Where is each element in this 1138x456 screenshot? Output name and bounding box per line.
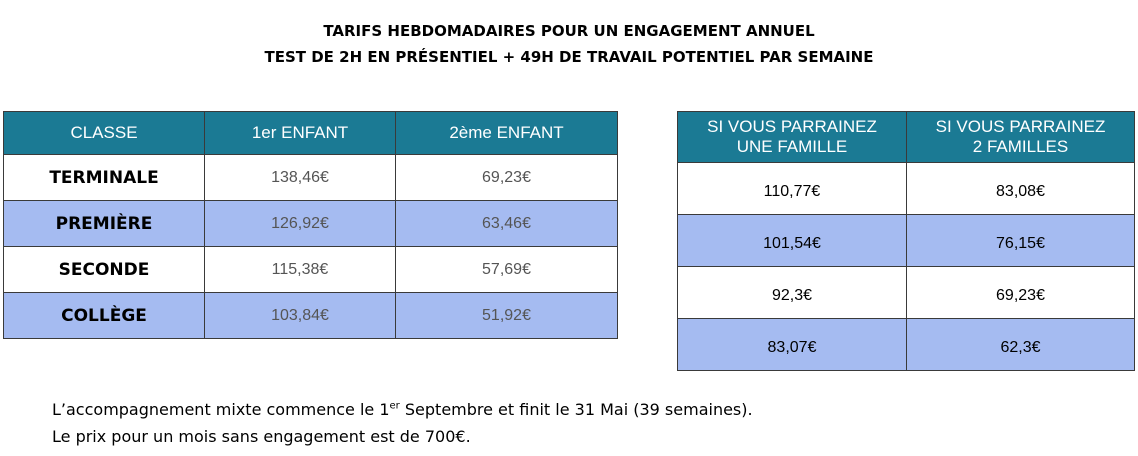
price-cell: 69,23€ [395, 154, 618, 201]
note-text: Septembre et finit le 31 Mai (39 semaine… [399, 400, 753, 419]
price-cell: 101,54€ [677, 214, 907, 267]
note-line-price: Le prix pour un mois sans engagement est… [52, 427, 471, 446]
header-premier-enfant: 1er ENFANT [204, 111, 396, 155]
table-row: 110,77€ 83,08€ [677, 162, 1135, 215]
header-line: SI VOUS PARRAINEZ [707, 117, 877, 136]
page-subtitle: TEST DE 2H EN PRÉSENTIEL + 49H DE TRAVAI… [264, 48, 874, 66]
header-line: SI VOUS PARRAINEZ [935, 117, 1106, 136]
page-title: TARIFS HEBDOMADAIRES POUR UN ENGAGEMENT … [323, 22, 815, 40]
note-line-dates: L’accompagnement mixte commence le 1er S… [52, 396, 753, 423]
price-cell: 69,23€ [906, 266, 1135, 319]
header-classe: CLASSE [3, 111, 205, 155]
price-cell: 126,92€ [204, 200, 396, 247]
table-row: SECONDE 115,38€ 57,69€ [3, 246, 618, 293]
price-cell: 51,92€ [395, 292, 618, 339]
classe-cell: PREMIÈRE [3, 200, 205, 247]
table-row: TERMINALE 138,46€ 69,23€ [3, 154, 618, 201]
header-line: UNE FAMILLE [736, 137, 848, 156]
header-deuxieme-enfant: 2ème ENFANT [395, 111, 618, 155]
classe-cell: TERMINALE [3, 154, 205, 201]
table-header-row: CLASSE 1er ENFANT 2ème ENFANT [3, 111, 618, 155]
price-cell: 115,38€ [204, 246, 396, 293]
price-cell: 57,69€ [395, 246, 618, 293]
table-row: 83,07€ 62,3€ [677, 318, 1135, 371]
note-superscript: er [389, 400, 400, 412]
classe-cell: SECONDE [3, 246, 205, 293]
price-cell: 92,3€ [677, 266, 907, 319]
price-cell: 62,3€ [906, 318, 1135, 371]
table-row: PREMIÈRE 126,92€ 63,46€ [3, 200, 618, 247]
table-row: 92,3€ 69,23€ [677, 266, 1135, 319]
price-cell: 103,84€ [204, 292, 396, 339]
price-cell: 63,46€ [395, 200, 618, 247]
header-parrainage-deux-familles: SI VOUS PARRAINEZ 2 FAMILLES [906, 111, 1135, 163]
parrainage-table: SI VOUS PARRAINEZ UNE FAMILLE SI VOUS PA… [677, 111, 1135, 371]
header-line: 2 FAMILLES [972, 137, 1069, 156]
price-cell: 83,08€ [906, 162, 1135, 215]
price-cell: 83,07€ [677, 318, 907, 371]
notes: L’accompagnement mixte commence le 1er S… [52, 396, 753, 450]
price-cell: 110,77€ [677, 162, 907, 215]
note-text: L’accompagnement mixte commence le 1 [52, 400, 390, 419]
table-row: 101,54€ 76,15€ [677, 214, 1135, 267]
classe-cell: COLLÈGE [3, 292, 205, 339]
tarifs-table: CLASSE 1er ENFANT 2ème ENFANT TERMINALE … [3, 111, 618, 339]
header-parrainage-une-famille: SI VOUS PARRAINEZ UNE FAMILLE [677, 111, 907, 163]
price-cell: 76,15€ [906, 214, 1135, 267]
price-cell: 138,46€ [204, 154, 396, 201]
table-header-row: SI VOUS PARRAINEZ UNE FAMILLE SI VOUS PA… [677, 111, 1135, 163]
table-row: COLLÈGE 103,84€ 51,92€ [3, 292, 618, 339]
